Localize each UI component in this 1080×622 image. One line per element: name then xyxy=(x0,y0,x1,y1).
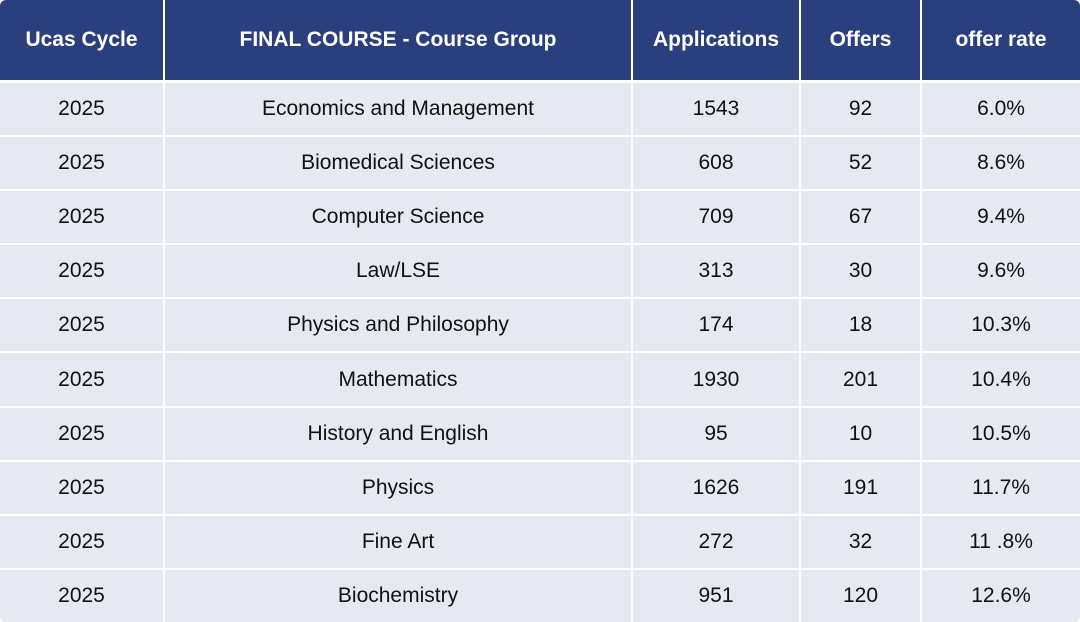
cell-offer-rate: 9.6% xyxy=(922,245,1080,300)
cell-offer-rate: 11.7% xyxy=(922,461,1080,516)
cell-offers: 52 xyxy=(801,137,922,192)
cell-ucas-cycle: 2025 xyxy=(0,353,165,408)
column-header-offer-rate: offer rate xyxy=(922,0,1080,83)
table-row: 2025 Physics 1626 191 11.7% xyxy=(0,461,1080,516)
column-header-offers: Offers xyxy=(801,0,922,83)
cell-applications: 95 xyxy=(633,407,801,462)
cell-offer-rate: 10.4% xyxy=(922,353,1080,408)
cell-applications: 709 xyxy=(633,191,801,246)
cell-course-group: Physics xyxy=(165,461,633,516)
cell-offers: 10 xyxy=(801,407,922,462)
cell-ucas-cycle: 2025 xyxy=(0,407,165,462)
cell-applications: 1626 xyxy=(633,461,801,516)
cell-course-group: Computer Science xyxy=(165,191,633,246)
table-row: 2025 Computer Science 709 67 9.4% xyxy=(0,191,1080,246)
column-header-course-group: FINAL COURSE - Course Group xyxy=(165,0,633,83)
cell-ucas-cycle: 2025 xyxy=(0,83,165,138)
cell-offers: 30 xyxy=(801,245,922,300)
cell-offers: 32 xyxy=(801,515,922,570)
cell-applications: 608 xyxy=(633,137,801,192)
cell-offers: 18 xyxy=(801,299,922,354)
cell-course-group: Law/LSE xyxy=(165,245,633,300)
cell-course-group: Biomedical Sciences xyxy=(165,137,633,192)
table-row: 2025 Law/LSE 313 30 9.6% xyxy=(0,245,1080,300)
cell-course-group: Physics and Philosophy xyxy=(165,299,633,354)
cell-course-group: Economics and Management xyxy=(165,83,633,138)
table-row: 2025 Physics and Philosophy 174 18 10.3% xyxy=(0,299,1080,354)
cell-offer-rate: 9.4% xyxy=(922,191,1080,246)
cell-applications: 951 xyxy=(633,569,801,622)
cell-offers: 201 xyxy=(801,353,922,408)
cell-offer-rate: 12.6% xyxy=(922,569,1080,622)
cell-ucas-cycle: 2025 xyxy=(0,137,165,192)
cell-offer-rate: 11 .8% xyxy=(922,515,1080,570)
table-body: 2025 Economics and Management 1543 92 6.… xyxy=(0,83,1080,622)
cell-ucas-cycle: 2025 xyxy=(0,569,165,622)
cell-offers: 92 xyxy=(801,83,922,138)
cell-applications: 1930 xyxy=(633,353,801,408)
cell-offer-rate: 10.3% xyxy=(922,299,1080,354)
table-row: 2025 Economics and Management 1543 92 6.… xyxy=(0,83,1080,138)
cell-offers: 191 xyxy=(801,461,922,516)
table-row: 2025 Biomedical Sciences 608 52 8.6% xyxy=(0,137,1080,192)
cell-offers: 67 xyxy=(801,191,922,246)
cell-ucas-cycle: 2025 xyxy=(0,245,165,300)
cell-ucas-cycle: 2025 xyxy=(0,191,165,246)
cell-applications: 174 xyxy=(633,299,801,354)
column-header-ucas-cycle: Ucas Cycle xyxy=(0,0,165,83)
cell-offer-rate: 8.6% xyxy=(922,137,1080,192)
cell-course-group: Mathematics xyxy=(165,353,633,408)
column-header-applications: Applications xyxy=(633,0,801,83)
cell-applications: 313 xyxy=(633,245,801,300)
header-row: Ucas Cycle FINAL COURSE - Course Group A… xyxy=(0,0,1080,83)
table-row: 2025 History and English 95 10 10.5% xyxy=(0,407,1080,462)
cell-applications: 1543 xyxy=(633,83,801,138)
table-row: 2025 Biochemistry 951 120 12.6% xyxy=(0,569,1080,622)
cell-applications: 272 xyxy=(633,515,801,570)
cell-offers: 120 xyxy=(801,569,922,622)
cell-course-group: Fine Art xyxy=(165,515,633,570)
cell-course-group: History and English xyxy=(165,407,633,462)
cell-offer-rate: 10.5% xyxy=(922,407,1080,462)
cell-ucas-cycle: 2025 xyxy=(0,299,165,354)
table-row: 2025 Mathematics 1930 201 10.4% xyxy=(0,353,1080,408)
table-header: Ucas Cycle FINAL COURSE - Course Group A… xyxy=(0,0,1080,83)
table-row: 2025 Fine Art 272 32 11 .8% xyxy=(0,515,1080,570)
cell-ucas-cycle: 2025 xyxy=(0,461,165,516)
cell-course-group: Biochemistry xyxy=(165,569,633,622)
cell-offer-rate: 6.0% xyxy=(922,83,1080,138)
cell-ucas-cycle: 2025 xyxy=(0,515,165,570)
